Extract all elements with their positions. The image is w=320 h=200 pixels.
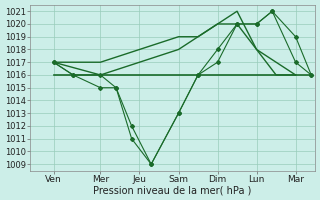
X-axis label: Pression niveau de la mer( hPa ): Pression niveau de la mer( hPa ) [93, 185, 252, 195]
